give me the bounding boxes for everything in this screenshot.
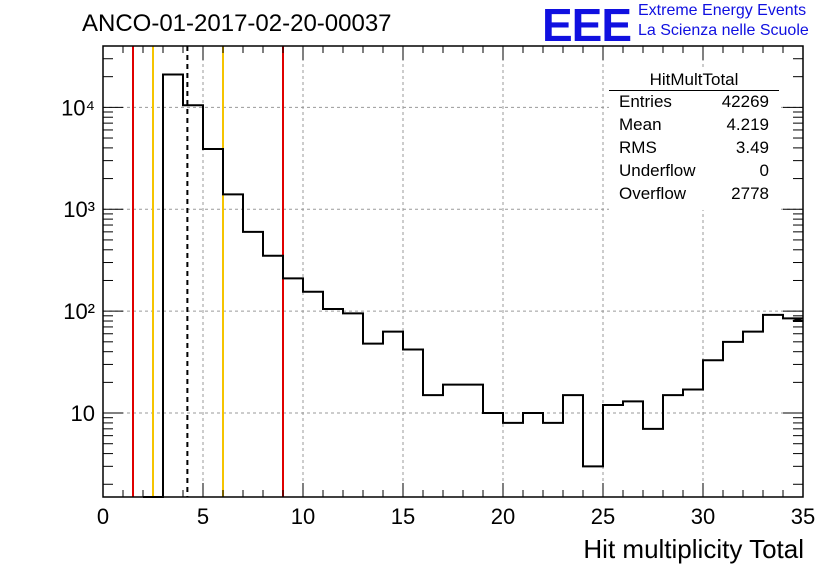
x-tick-label: 25	[591, 504, 615, 529]
histogram-bin	[223, 194, 243, 497]
histogram-bin	[203, 149, 223, 497]
histogram-bin	[563, 395, 583, 497]
histogram-bin	[303, 292, 323, 497]
histogram-bin	[793, 321, 803, 497]
marker-lines	[132, 46, 284, 497]
stats-box: HitMultTotal Entries 42269 Mean 4.219 RM…	[609, 70, 779, 210]
histogram-series	[143, 73, 804, 498]
histogram-bin	[583, 466, 603, 497]
histogram-bin	[183, 105, 203, 497]
histogram-bin	[643, 429, 663, 497]
histogram-bin	[383, 332, 403, 497]
stats-row-rms: RMS 3.49	[619, 138, 769, 160]
histogram-bin	[543, 423, 563, 497]
x-tick-label: 20	[491, 504, 515, 529]
histogram-bin	[603, 405, 623, 497]
histogram-bin	[683, 390, 703, 497]
histogram-bin	[723, 342, 743, 497]
y-tick-label: 10²	[63, 299, 95, 324]
stats-value: 4.219	[726, 115, 769, 134]
y-tick-label: 10⁴	[61, 95, 95, 120]
eee-logo-mark: EEE	[542, 0, 632, 51]
x-tick-label: 10	[291, 504, 315, 529]
histogram-bin	[743, 332, 763, 497]
histogram-bin	[763, 315, 783, 497]
histogram-bin	[703, 360, 723, 497]
stats-key: RMS	[619, 138, 657, 157]
histogram-bin	[243, 232, 263, 497]
plot-frame	[102, 45, 804, 498]
x-tick-label: 15	[391, 504, 415, 529]
histogram-bin	[163, 75, 183, 497]
histogram-bin	[323, 309, 343, 497]
histogram-bin	[443, 385, 463, 497]
histogram-bin	[483, 413, 503, 497]
eee-logo: EEE Extreme Energy Events La Scienza nel…	[542, 0, 832, 51]
stats-value: 42269	[721, 92, 769, 111]
stats-key: Overflow	[619, 184, 687, 203]
chart-title: ANCO-01-2017-02-20-00037	[82, 10, 392, 37]
stats-key: Entries	[619, 92, 672, 111]
histogram-bin	[363, 344, 383, 497]
histogram-outline	[143, 73, 804, 498]
stats-box-divider	[609, 90, 779, 91]
histogram-bin	[623, 401, 643, 497]
x-tick-label: 30	[691, 504, 715, 529]
x-tick-label: 0	[97, 504, 109, 529]
y-axis: 10 10² 10³ 10⁴	[61, 45, 803, 485]
x-axis-label: Hit multiplicity Total	[583, 534, 804, 564]
x-axis: 0 5 10 15 20 25 30 35	[97, 46, 815, 529]
logo-subtitle-1: Extreme Energy Events	[638, 2, 807, 19]
y-tick-label: 10³	[63, 197, 95, 222]
stats-value: 0	[759, 161, 769, 180]
x-tick-label: 35	[791, 504, 815, 529]
histogram-bin	[503, 423, 523, 497]
histogram-bin	[523, 413, 543, 497]
histogram-bin	[463, 385, 483, 497]
histogram-bin	[663, 395, 683, 497]
y-tick-label: 10	[71, 401, 95, 426]
stats-row-mean: Mean 4.219	[619, 115, 769, 137]
stats-box-title: HitMultTotal	[649, 70, 739, 89]
histogram-bin	[423, 395, 443, 497]
stats-row-overflow: Overflow 2778	[619, 184, 769, 206]
stats-key: Underflow	[619, 161, 696, 180]
stats-row-underflow: Underflow 0	[619, 161, 769, 183]
histogram-bin	[343, 313, 363, 497]
stats-key: Mean	[619, 115, 662, 134]
stats-value: 3.49	[735, 138, 769, 157]
stats-row-entries: Entries 42269	[619, 92, 769, 114]
histogram-bin	[403, 350, 423, 497]
histogram-bin	[283, 278, 303, 497]
stats-value: 2778	[731, 184, 769, 203]
x-tick-label: 5	[197, 504, 209, 529]
logo-subtitle-2: La Scienza nelle Scuole	[638, 22, 809, 39]
histogram-bin	[263, 256, 283, 497]
